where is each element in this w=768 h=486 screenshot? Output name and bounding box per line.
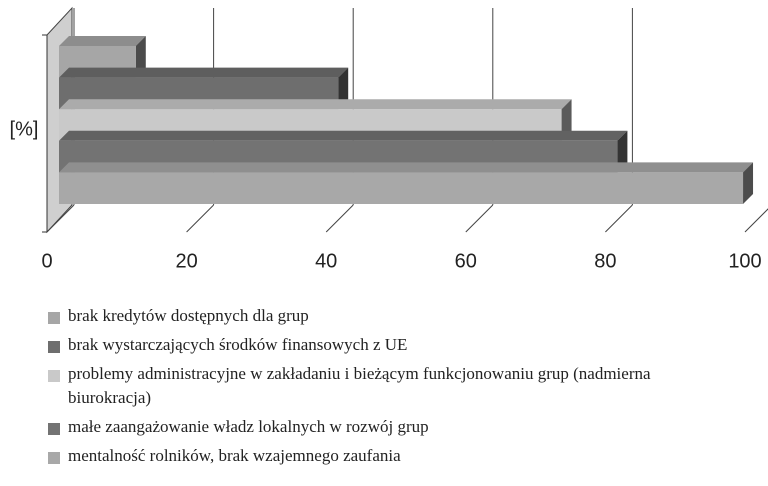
bar-side [561, 99, 572, 141]
grid-line [186, 204, 214, 233]
bar-top [59, 162, 754, 173]
legend-label: problemy administracyjne w zakładaniu i … [68, 364, 651, 407]
x-tick-label: 60 [455, 250, 477, 272]
grid-line [325, 204, 354, 233]
chart: [%] 0 20 40 60 80 100 [10, 6, 768, 272]
grid-line [605, 204, 633, 233]
grid-line [46, 204, 75, 233]
legend-item: małe zaangażowanie władz lokalnych w roz… [48, 417, 668, 439]
legend: brak kredytów dostępnych dla grup brak wy… [48, 306, 668, 477]
y-axis-label: [%] [10, 118, 39, 140]
x-tick-label: 100 [728, 250, 761, 272]
legend-swatch [48, 341, 60, 353]
legend-label: brak wystarczających środków finansowych… [68, 335, 408, 354]
bar-top [59, 99, 572, 110]
bar-top [59, 67, 349, 78]
legend-item: brak kredytów dostępnych dla grup [48, 306, 668, 328]
legend-item: brak wystarczających środków finansowych… [48, 335, 668, 357]
legend-swatch [48, 370, 60, 382]
x-tick-label: 20 [175, 250, 197, 272]
x-tick-label: 40 [315, 250, 337, 272]
legend-swatch [48, 312, 60, 324]
legend-item: mentalność rolników, brak wzajemnego zau… [48, 446, 668, 468]
bar-side [743, 162, 754, 204]
legend-label: mentalność rolników, brak wzajemnego zau… [68, 446, 401, 465]
x-tick-label: 80 [594, 250, 616, 272]
bar-side [135, 36, 146, 78]
grid-line [465, 204, 494, 233]
grid-line [744, 208, 768, 233]
legend-label: małe zaangażowanie władz lokalnych w roz… [68, 417, 429, 436]
bar-side [617, 130, 628, 173]
legend-item: problemy administracyjne w zakładaniu i … [48, 364, 668, 410]
legend-swatch [48, 452, 60, 464]
legend-swatch [48, 423, 60, 435]
bar-top [59, 36, 146, 46]
legend-label: brak kredytów dostępnych dla grup [68, 306, 309, 325]
bar [59, 172, 744, 204]
x-tick-label: 0 [41, 250, 52, 272]
bar-side [338, 67, 349, 110]
bar-top [59, 130, 628, 141]
